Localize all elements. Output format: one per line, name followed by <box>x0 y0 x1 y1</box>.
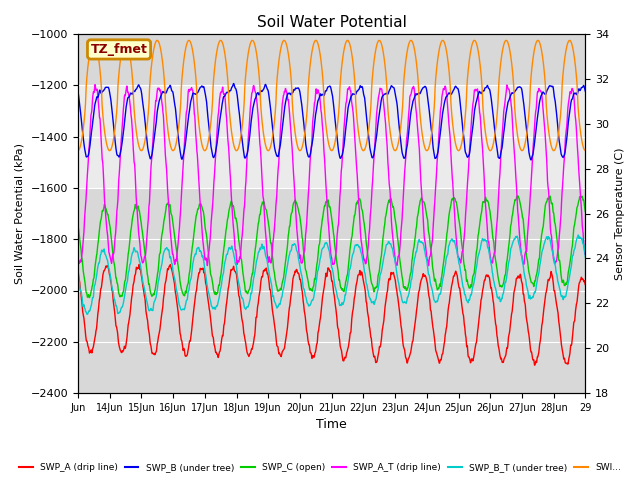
Text: TZ_fmet: TZ_fmet <box>91 43 147 56</box>
Title: Soil Water Potential: Soil Water Potential <box>257 15 406 30</box>
Bar <box>78 85 586 188</box>
Legend: SWP_A (drip line), SWP_B (under tree), SWP_C (open), SWP_A_T (drip line), SWP_B_: SWP_A (drip line), SWP_B (under tree), S… <box>15 459 625 476</box>
X-axis label: Time: Time <box>316 419 347 432</box>
Y-axis label: Soil Water Potential (kPa): Soil Water Potential (kPa) <box>15 143 25 284</box>
Y-axis label: Sensor Temperature (C): Sensor Temperature (C) <box>615 147 625 280</box>
